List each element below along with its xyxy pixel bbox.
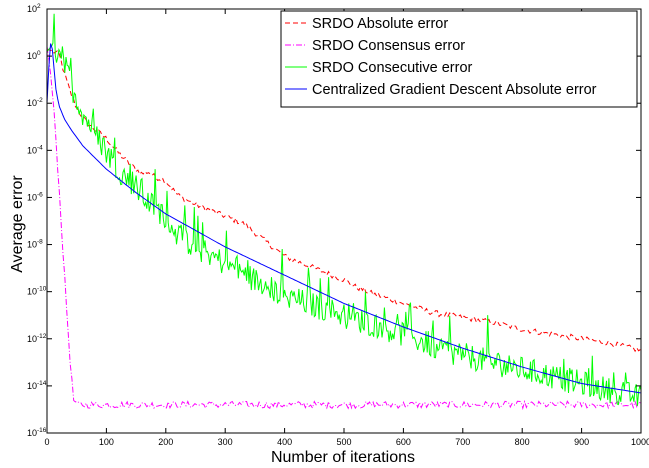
series-line-2 — [46, 46, 641, 411]
x-tick-label: 600 — [396, 437, 411, 447]
legend-label-3: SRDO Consecutive error — [312, 60, 473, 76]
legend-box — [280, 10, 638, 108]
legend: SRDO Absolute error SRDO Consensus error S… — [280, 10, 638, 108]
series-line-1 — [46, 48, 641, 353]
y-tick-label: 10-14 — [27, 380, 47, 391]
x-tick-label: 400 — [277, 437, 292, 447]
legend-label-2: SRDO Consensus error — [312, 38, 465, 54]
y-tick-label: 10-8 — [27, 239, 43, 250]
x-tick-label: 300 — [218, 437, 233, 447]
x-tick-label: 800 — [515, 437, 530, 447]
series-layer — [46, 13, 642, 411]
x-tick-label: 700 — [455, 437, 470, 447]
x-axis-label: Number of iterations — [271, 449, 415, 466]
y-tick-label: 10-2 — [27, 97, 43, 108]
legend-label-4: Centralized Gradient Descent Absolute er… — [312, 82, 597, 98]
x-tick-label: 100 — [99, 437, 114, 447]
x-tick-label: 900 — [574, 437, 589, 447]
y-tick-label: 10-4 — [27, 144, 43, 155]
y-tick-label: 10-12 — [27, 333, 47, 344]
y-tick-label: 10-16 — [27, 427, 47, 438]
series-line-4 — [46, 43, 641, 394]
x-tick-label: 200 — [158, 437, 173, 447]
y-axis-label: Average error — [9, 175, 26, 273]
x-tick-label: 0 — [44, 437, 49, 447]
series-line-3 — [46, 13, 642, 406]
y-tick-label: 100 — [27, 50, 41, 61]
y-tick-label: 10-6 — [27, 191, 43, 202]
legend-label-1: SRDO Absolute error — [312, 16, 448, 32]
x-tick-label: 500 — [336, 437, 351, 447]
x-tick-label: 1000 — [631, 437, 649, 447]
y-tick-label: 10-10 — [27, 286, 47, 297]
y-tick-label: 102 — [27, 3, 41, 14]
